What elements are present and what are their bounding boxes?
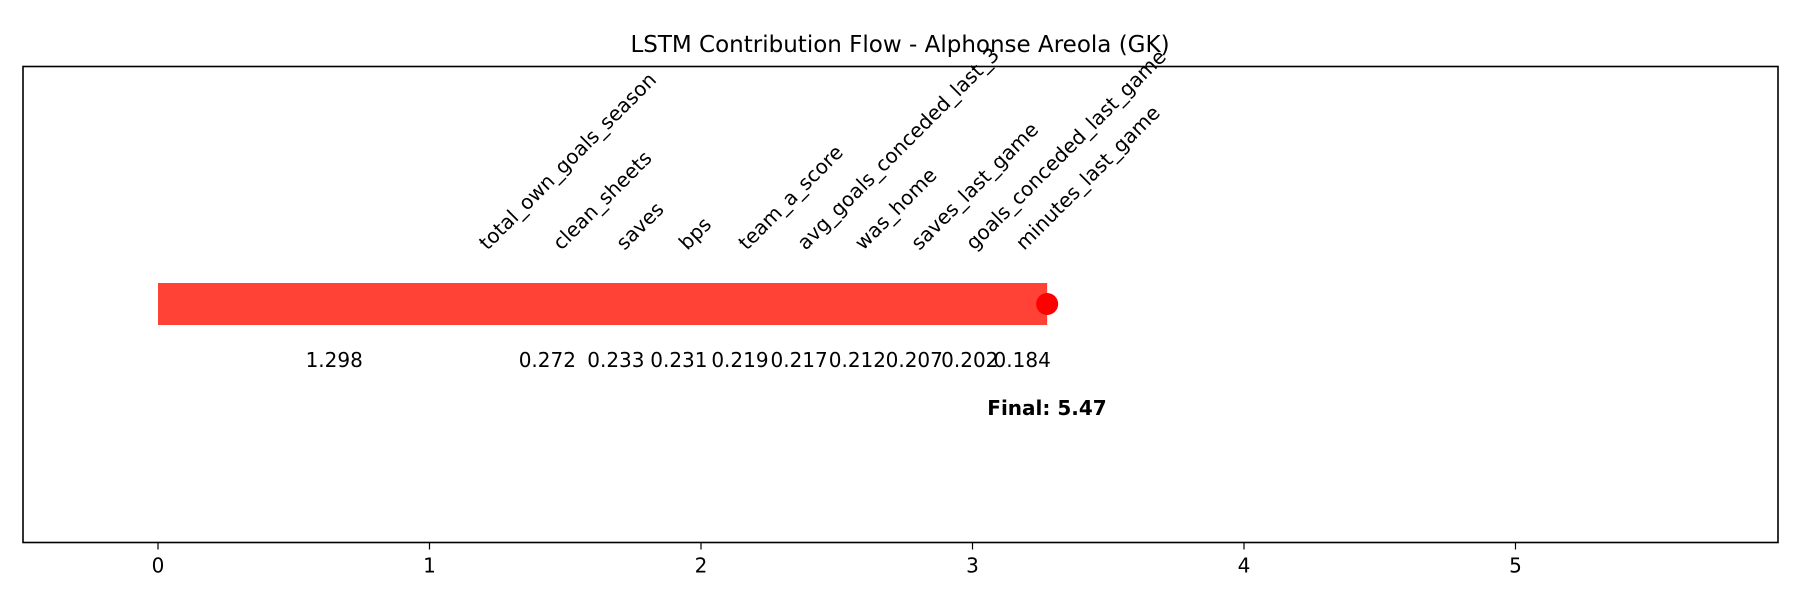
plot-area-frame — [22, 65, 1779, 544]
contribution-value-label: 1.298 — [306, 348, 363, 372]
contribution-value-label: 0.231 — [650, 348, 707, 372]
feature-label: saves — [611, 197, 668, 254]
x-tick-label: 1 — [423, 554, 436, 578]
contribution-value-label: 0.217 — [771, 348, 828, 372]
chart-title: LSTM Contribution Flow - Alphonse Areola… — [630, 32, 1169, 58]
final-value-label: Final: 5.47 — [987, 396, 1106, 420]
contribution-value-label: 0.219 — [711, 348, 768, 372]
feature-label: goals_conceded_last_game — [961, 45, 1171, 255]
feature-label: team_a_score — [733, 140, 847, 254]
contribution-value-label: 0.207 — [886, 348, 943, 372]
contribution-value-label: 0.233 — [587, 348, 644, 372]
x-tick-label: 3 — [966, 554, 979, 578]
contribution-value-label: 0.212 — [829, 348, 886, 372]
contribution-value-label: 0.272 — [519, 348, 576, 372]
feature-label: bps — [674, 212, 716, 254]
x-tick-label: 2 — [695, 554, 708, 578]
x-tick-label: 4 — [1238, 554, 1251, 578]
x-tick-label: 5 — [1509, 554, 1522, 578]
x-tick-label: 0 — [152, 554, 165, 578]
contribution-value-label: 0.202 — [941, 348, 998, 372]
end-point-marker — [1036, 293, 1059, 315]
contribution-value-label: 0.184 — [994, 348, 1051, 372]
contribution-flow-bar — [158, 283, 1048, 325]
